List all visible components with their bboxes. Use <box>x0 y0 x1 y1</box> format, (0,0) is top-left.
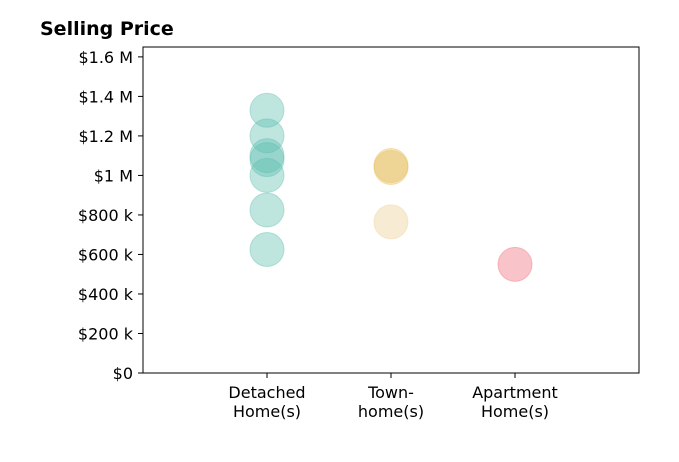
data-point-2 <box>249 138 285 174</box>
y-tick-label: $0 <box>113 364 133 383</box>
y-tick-label: $200 k <box>78 324 134 343</box>
y-tick-label: $1.4 M <box>78 87 133 106</box>
data-point-6 <box>249 232 285 268</box>
data-point-10 <box>497 246 533 282</box>
data-point-8 <box>373 150 409 186</box>
y-tick-label: $1.6 M <box>78 48 133 67</box>
chart-title: Selling Price <box>40 18 174 40</box>
y-axis: $0 $200 k $400 k $600 k $800 k $1 M $1.2 M $1.4… <box>78 48 143 383</box>
data-point-7 <box>373 148 409 184</box>
x-tick-label: Home(s) <box>233 402 301 421</box>
x-tick-label: home(s) <box>358 402 424 421</box>
x-tick-label: Detached <box>228 383 305 402</box>
y-tick-label: $400 k <box>78 285 134 304</box>
y-tick-label: $600 k <box>78 245 134 264</box>
data-point-0 <box>249 92 285 128</box>
x-tick-label: Town- <box>367 383 414 402</box>
data-point-3 <box>249 142 285 178</box>
points-layer <box>249 92 533 282</box>
x-tick-label: Apartment <box>472 383 558 402</box>
x-axis: DetachedHome(s)Town-home(s)ApartmentHome… <box>228 373 558 421</box>
y-tick-label: $800 k <box>78 206 134 225</box>
y-tick-label: $1 M <box>94 166 133 185</box>
data-point-5 <box>249 192 285 228</box>
y-tick-label: $1.2 M <box>78 127 133 146</box>
data-point-9 <box>373 204 409 240</box>
data-point-4 <box>249 157 285 193</box>
data-point-1 <box>249 118 285 154</box>
x-tick-label: Home(s) <box>481 402 549 421</box>
